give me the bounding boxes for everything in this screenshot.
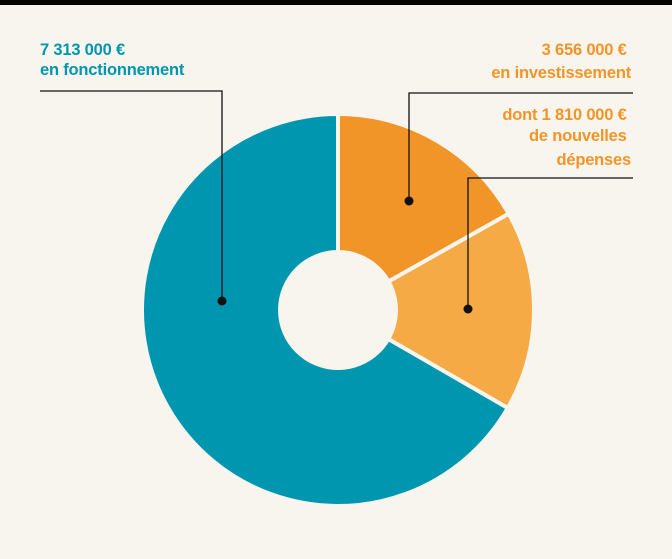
label-fonctionnement-text: en fonctionnement [40,61,185,79]
donut-chart: 7 313 000 € en fonctionnement 3 656 000 … [40,41,633,508]
slice-investissement [336,112,511,312]
slice-nouvelles-depenses [336,211,536,410]
label-investissement: 3 656 000 € en investissement [491,41,631,82]
label-investissement-amount: 3 656 000 € [542,41,627,59]
leader-dot-fonctionnement [217,296,227,306]
label-fonctionnement-amount: 7 313 000 € [40,41,125,59]
label-nouvelles-depenses-amount: dont 1 810 000 € [502,106,626,124]
label-nouvelles-depenses-line3: dépenses [556,151,631,169]
label-investissement-text: en investissement [491,64,631,82]
leader-line-investissement [408,92,633,201]
leader-dot-investissement [404,196,414,206]
leader-line-fonctionnement [40,90,223,301]
leader-lines [40,90,633,314]
label-nouvelles-depenses-line2: de nouvelles [529,127,627,145]
label-fonctionnement: 7 313 000 € en fonctionnement [40,41,185,79]
label-nouvelles-depenses: dont 1 810 000 € de nouvelles dépenses [502,106,631,169]
donut-hole [278,250,398,370]
leader-dot-nouvelles-depenses [463,304,473,314]
leader-line-nouvelles-depenses [467,177,633,309]
